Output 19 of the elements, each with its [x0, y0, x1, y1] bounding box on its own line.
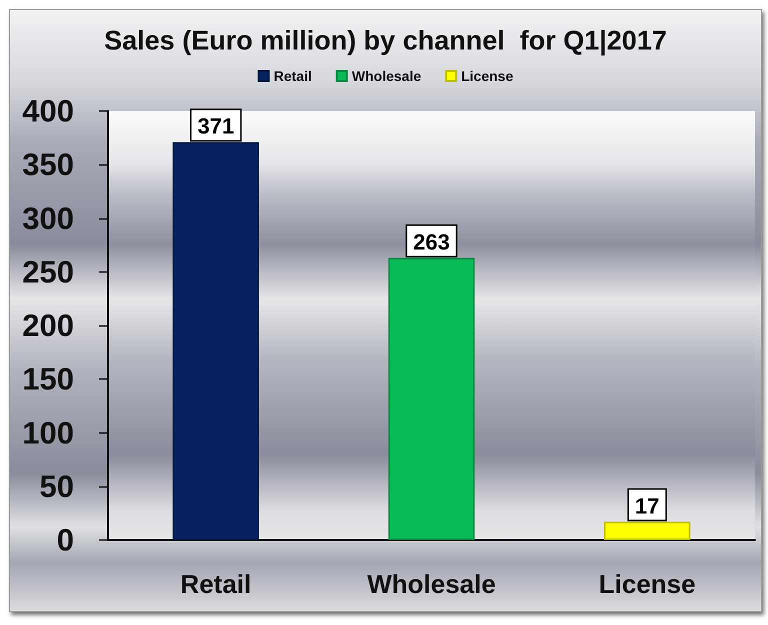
legend-label: Wholesale [352, 68, 422, 84]
y-tick-label: 300 [22, 200, 74, 236]
data-label: 263 [413, 229, 450, 254]
chart-title: Sales (Euro million) by channel for Q1|2017 [104, 26, 667, 56]
y-tick-label: 200 [22, 308, 74, 343]
data-label: 371 [197, 114, 234, 139]
x-tick-label: Wholesale [367, 569, 496, 599]
x-tick-label: License [598, 569, 696, 599]
y-tick-label: 250 [22, 254, 74, 290]
legend-label: Retail [274, 68, 312, 84]
y-tick-label: 150 [22, 362, 74, 397]
x-tick-label: Retail [180, 569, 252, 599]
y-tick-label: 0 [56, 522, 74, 558]
y-tick-label: 100 [22, 415, 74, 450]
data-label: 17 [634, 493, 660, 518]
y-tick-label: 50 [40, 468, 74, 504]
legend-label: License [461, 68, 514, 84]
y-tick-label: 350 [22, 147, 74, 182]
y-tick-label: 400 [22, 94, 74, 128]
